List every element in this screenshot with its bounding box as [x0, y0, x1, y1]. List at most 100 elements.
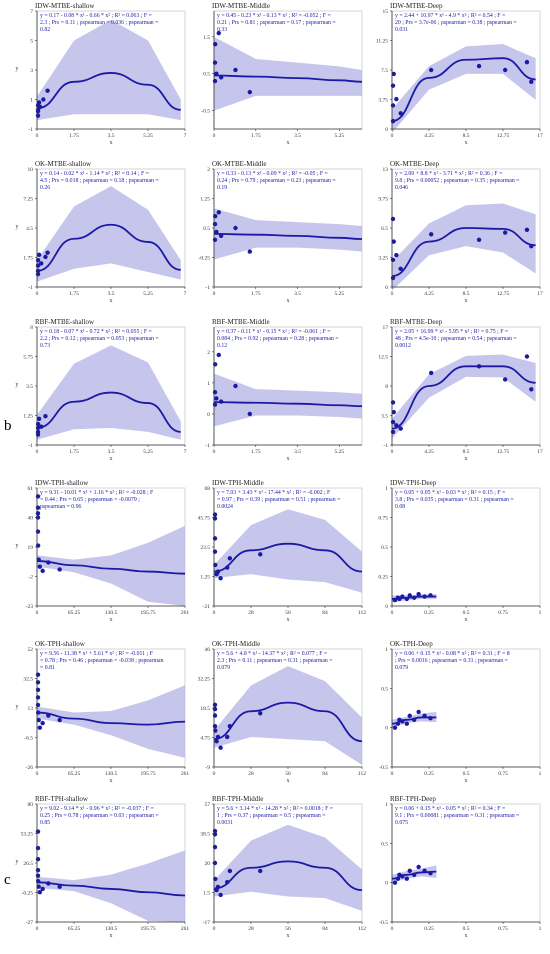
x-tick-label: 8.5 — [463, 291, 470, 297]
data-point — [428, 716, 433, 721]
data-point — [218, 575, 223, 581]
x-tick-label: 0 — [36, 610, 39, 616]
data-point — [394, 96, 399, 102]
x-tick-label: 0 — [391, 926, 394, 932]
equation-text: 0.21 ; Prs = 0.81 ; ρspearman = 0.17 ; p… — [217, 20, 336, 26]
y-tick-label: 5.75 — [23, 355, 33, 361]
equation-text: 0.031 — [395, 27, 408, 33]
data-point — [35, 687, 41, 693]
equation-text: 20 ; Prs = 3.7e-06 ; ρspearman = 0.38 ; … — [395, 20, 517, 26]
equation-text: y = 7.03 + 3.43 * x¹ - 17.44 * x² ; R² =… — [217, 490, 331, 496]
data-point — [35, 257, 41, 263]
y-tick-label: 1.25 — [200, 575, 210, 581]
y-tick-label: 1.25 — [200, 197, 210, 203]
y-tick-label: 38.5 — [200, 832, 210, 838]
data-point — [227, 868, 233, 874]
equation-text: pspearman = 0.96 — [40, 504, 82, 510]
data-point — [391, 71, 396, 77]
data-point — [216, 210, 221, 215]
y-tick-label: 53.25 — [21, 832, 34, 838]
x-tick-label: 7 — [184, 291, 187, 297]
equation-text: 0.084 ; Prs = 0.92 ; ρspearman = 0.28 ; … — [217, 336, 339, 342]
data-point — [212, 402, 218, 407]
fit-curve — [213, 401, 363, 408]
data-point — [212, 60, 218, 65]
x-tick-label: 0 — [36, 291, 39, 297]
y-tick-label: 0.5 — [381, 686, 388, 692]
fit-curve — [36, 72, 181, 111]
data-point — [476, 237, 482, 242]
confidence-band — [37, 19, 181, 121]
panel-10: IDW-TPH-shallow 0 65.25 130.5 195.75 261 -23 -2… — [16, 479, 190, 623]
x-tick-label: 56 — [285, 610, 291, 616]
confidence-band — [37, 685, 185, 758]
data-point — [391, 239, 396, 244]
panel-title: IDW-TPH-shallow — [35, 479, 89, 487]
y-tick-label: -1 — [383, 443, 388, 449]
y-tick-label: 0 — [207, 412, 210, 418]
x-tick-label: 3.5 — [108, 133, 115, 139]
y-tick-label: 1 — [385, 647, 388, 653]
x-axis-label: x — [465, 456, 468, 462]
data-point — [35, 873, 41, 878]
x-tick-label: 1 — [539, 771, 542, 777]
y-tick-label: 4.75 — [200, 736, 210, 742]
x-tick-label: 5.25 — [143, 291, 153, 297]
x-tick-label: 0 — [391, 771, 394, 777]
y-axis-label: y — [16, 382, 19, 388]
x-tick-label: 65.25 — [68, 926, 81, 932]
data-point — [214, 71, 219, 76]
data-point — [392, 597, 398, 603]
data-point — [39, 261, 44, 266]
data-point — [390, 400, 396, 405]
x-tick-label: 0 — [391, 291, 394, 297]
y-tick-label: 1.5 — [203, 891, 210, 897]
equation-text: 0.25 ; Prs = 0.78 ; ρspearman = 0.03 ; p… — [40, 813, 159, 819]
y-axis-label: y — [16, 859, 19, 865]
panel-16: RBF-TPH-shallow 0 65.25 130.5 195.75 261 -27 -0… — [16, 795, 190, 939]
data-point — [36, 717, 41, 723]
x-tick-label: 261 — [181, 610, 190, 616]
y-tick-label: -0.5 — [201, 109, 210, 115]
panel-title: IDW-MTBE-Middle — [212, 2, 270, 10]
y-tick-label: 0.5 — [381, 545, 388, 551]
confidence-band — [214, 509, 362, 593]
plot-area — [391, 803, 541, 923]
data-point — [218, 399, 224, 404]
x-tick-label: 112 — [358, 771, 366, 777]
x-tick-label: 1.75 — [69, 449, 79, 455]
y-tick-label: -23 — [26, 604, 34, 610]
y-tick-label: 7.5 — [381, 68, 388, 74]
y-tick-label: 3.75 — [378, 98, 388, 104]
x-axis-label: x — [287, 933, 290, 939]
y-tick-label: 10 — [28, 167, 34, 173]
equation-text: 0.079 — [217, 665, 230, 671]
panel-title: OK-TPH-Deep — [390, 640, 433, 648]
data-point — [400, 874, 405, 879]
panel-title: IDW-TPH-Middle — [212, 479, 264, 487]
data-point — [35, 529, 41, 534]
y-tick-label: 13 — [383, 167, 389, 173]
x-axis-label: x — [110, 456, 113, 462]
data-point — [39, 424, 44, 429]
x-tick-label: 0 — [36, 449, 39, 455]
x-axis-label: x — [465, 140, 468, 146]
x-tick-label: 28 — [248, 610, 254, 616]
panel-17: RBF-TPH-Middle 0 28 56 84 112 -17 1.5 20 38.5 57 x y… — [200, 795, 366, 939]
data-point — [45, 88, 50, 93]
x-tick-label: 0.5 — [463, 771, 470, 777]
y-tick-label: -0.25 — [199, 256, 211, 262]
data-point — [37, 564, 43, 569]
equation-text: y = 9.56 - 11.38 * x¹ + 5.61 * x² ; R² =… — [40, 651, 154, 657]
y-tick-label: -27 — [26, 920, 34, 926]
data-point — [212, 713, 218, 718]
x-tick-label: 195.75 — [140, 926, 155, 932]
panel-12: IDW-TPH-Deep 0 0.25 0.5 0.75 1 0 0.25 0.5 0.75 1 x y… — [378, 479, 541, 623]
x-tick-label: 1.75 — [251, 133, 261, 139]
x-tick-label: 4.25 — [424, 133, 434, 139]
y-tick-label: 32.5 — [23, 677, 33, 683]
x-tick-label: 112 — [358, 926, 366, 932]
data-point — [524, 354, 530, 359]
equation-text: y = 9.02 - 9.14 * x¹ - 0.96 * x² ; R² = … — [40, 806, 154, 812]
